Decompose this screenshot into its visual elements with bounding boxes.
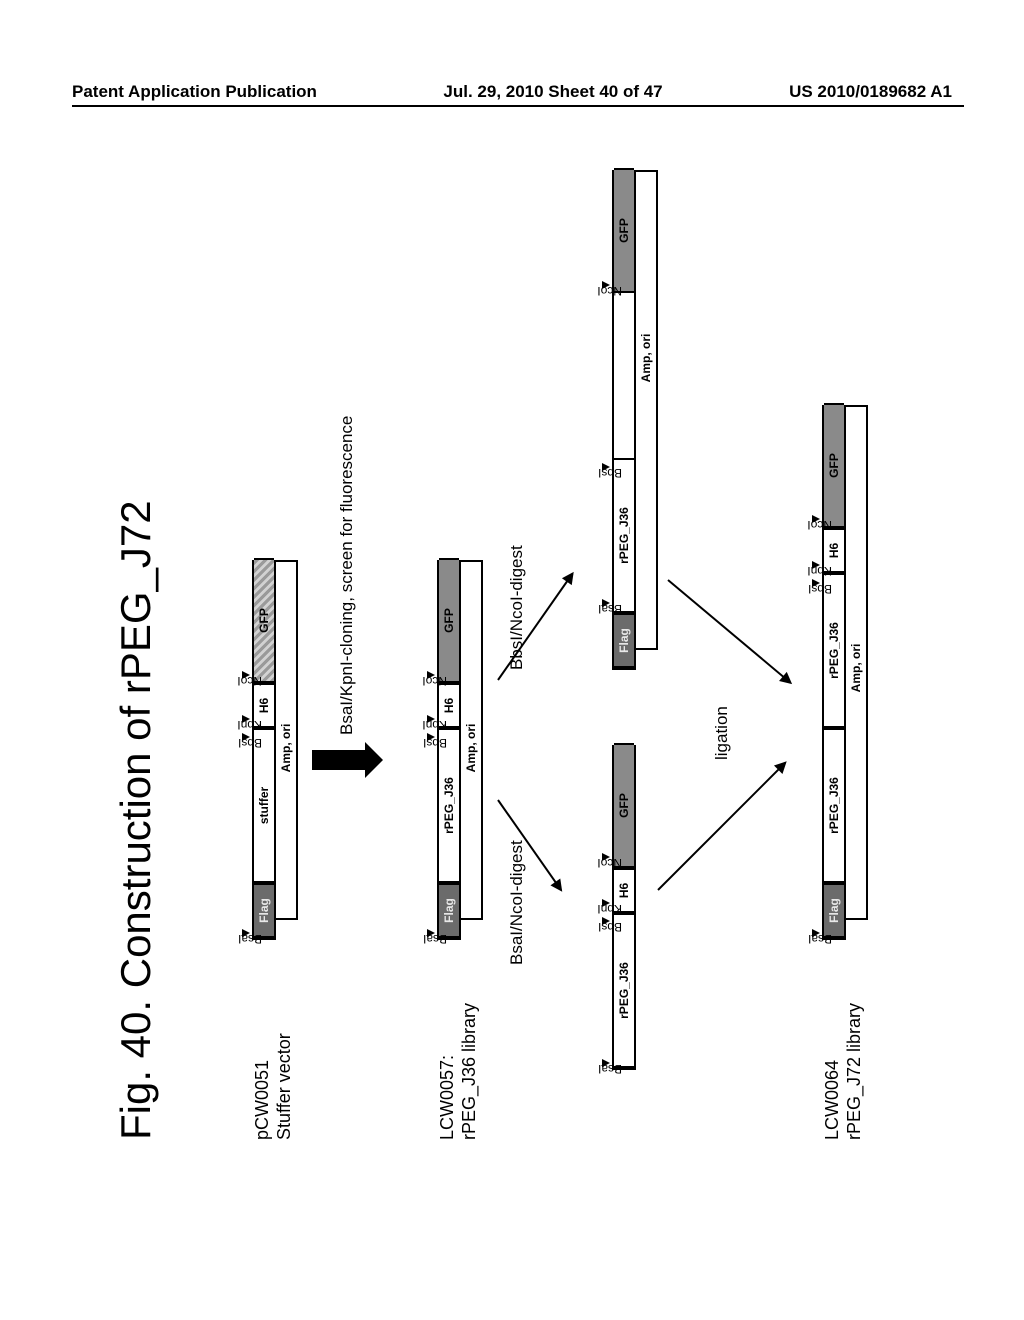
c1-arrow-bbs — [242, 733, 250, 741]
fl-arrow-bbs — [602, 917, 610, 925]
fl-arrow-bsa — [602, 1059, 610, 1067]
figure-canvas: Fig. 40. Construction of rPEG_J72 pCW005… — [102, 120, 922, 1200]
fr-lower-track: Amp, ori — [634, 170, 658, 650]
c2-upper-track: Flag rPEG_J36 H6 GFP — [437, 560, 461, 940]
step-label-bsa-nco: BsaI/NcoI-digest — [507, 840, 527, 965]
c1-upper-track: Flag stuffer H6 GFP — [252, 560, 276, 940]
step-label-screen: BsaI/KpnI-cloning, screen for fluorescen… — [337, 416, 357, 735]
header-center: Jul. 29, 2010 Sheet 40 of 47 — [443, 82, 662, 102]
label-pcw0051-l2: Stuffer vector — [274, 1033, 294, 1140]
label-lcw0057: LCW0057: rPEG_J36 library — [437, 1003, 480, 1140]
c3-seg-rpeg2: rPEG_J36 — [824, 573, 844, 728]
figure-title: Fig. 40. Construction of rPEG_J72 — [112, 500, 160, 1140]
fr-arrow-bbs — [602, 463, 610, 471]
c2-seg-gfp: GFP — [439, 558, 459, 683]
c3-arrow-kpn — [812, 561, 820, 569]
c3-seg-flag: Flag — [824, 883, 844, 938]
c2-arrow-bbs — [427, 733, 435, 741]
c1-seg-amp: Amp, ori — [276, 678, 296, 818]
c3-arrow-nco — [812, 515, 820, 523]
construct-lcw0064: Flag rPEG_J36 rPEG_J36 H6 GFP Amp, ori B… — [822, 340, 870, 940]
construct-pcw0051: Flag stuffer H6 GFP Amp, ori BsaI BbsI K… — [252, 440, 300, 940]
c3-arrow-bsa — [812, 929, 820, 937]
c2-seg-rpeg: rPEG_J36 — [439, 728, 459, 883]
c1-seg-gfp: GFP — [254, 558, 274, 683]
fragment-left: rPEG_J36 H6 GFP BsaI BbsI KpnI NcoI — [612, 730, 660, 1070]
label-lcw0057-l2: rPEG_J36 library — [459, 1003, 479, 1140]
c1-seg-stuffer: stuffer — [254, 728, 274, 883]
c3-arrow-bbs — [812, 579, 820, 587]
c1-arrow-nco — [242, 671, 250, 679]
construct-lcw0057: Flag rPEG_J36 H6 GFP Amp, ori BsaI BbsI … — [437, 440, 485, 940]
c1-arrow-bsa — [242, 929, 250, 937]
c3-seg-amp: Amp, ori — [846, 598, 866, 738]
c1-lower-track: Amp, ori — [274, 560, 298, 920]
label-pcw0051-l1: pCW0051 — [252, 1060, 272, 1140]
c2-seg-amp: Amp, ori — [461, 678, 481, 818]
arrow-lig-right — [667, 579, 791, 683]
c3-seg-gfp: GFP — [824, 403, 844, 528]
c3-seg-rpeg1: rPEG_J36 — [824, 728, 844, 883]
arrow-step1 — [312, 750, 367, 770]
fl-seg-rpeg: rPEG_J36 — [614, 913, 634, 1068]
fl-arrow-nco — [602, 853, 610, 861]
fl-seg-gfp: GFP — [614, 743, 634, 868]
c2-lower-track: Amp, ori — [459, 560, 483, 920]
c2-seg-flag: Flag — [439, 883, 459, 938]
c1-seg-flag: Flag — [254, 883, 274, 938]
header-right: US 2010/0189682 A1 — [789, 82, 952, 102]
label-pcw0051: pCW0051 Stuffer vector — [252, 1033, 295, 1140]
c3-upper-track: Flag rPEG_J36 rPEG_J36 H6 GFP — [822, 405, 846, 940]
c2-arrow-kpn — [427, 715, 435, 723]
header-underline — [72, 105, 964, 107]
label-lcw0057-l1: LCW0057: — [437, 1055, 457, 1140]
c1-arrow-kpn — [242, 715, 250, 723]
fr-upper-track: Flag rPEG_J36 GFP — [612, 170, 636, 670]
fr-seg-flag: Flag — [614, 613, 634, 668]
fragment-right: Flag rPEG_J36 GFP Amp, ori BsaI BbsI Nco… — [612, 150, 660, 670]
c2-arrow-nco — [427, 671, 435, 679]
page-header: Patent Application Publication Jul. 29, … — [0, 82, 1024, 102]
label-lcw0064: LCW0064 rPEG_J72 library — [822, 1003, 865, 1140]
c3-lower-track: Amp, ori — [844, 405, 868, 920]
c2-arrow-bsa — [427, 929, 435, 937]
step-label-ligation: ligation — [712, 706, 732, 760]
fr-arrow-bsa — [602, 599, 610, 607]
fl-arrow-kpn — [602, 899, 610, 907]
fr-arrow-nco — [602, 281, 610, 289]
fr-seg-gfp: GFP — [614, 168, 634, 293]
fr-seg-rpeg: rPEG_J36 — [614, 458, 634, 613]
label-lcw0064-l2: rPEG_J72 library — [844, 1003, 864, 1140]
header-left: Patent Application Publication — [72, 82, 317, 102]
arrow-lig-left — [657, 762, 786, 891]
label-lcw0064-l1: LCW0064 — [822, 1060, 842, 1140]
fr-seg-amp: Amp, ori — [636, 288, 656, 428]
